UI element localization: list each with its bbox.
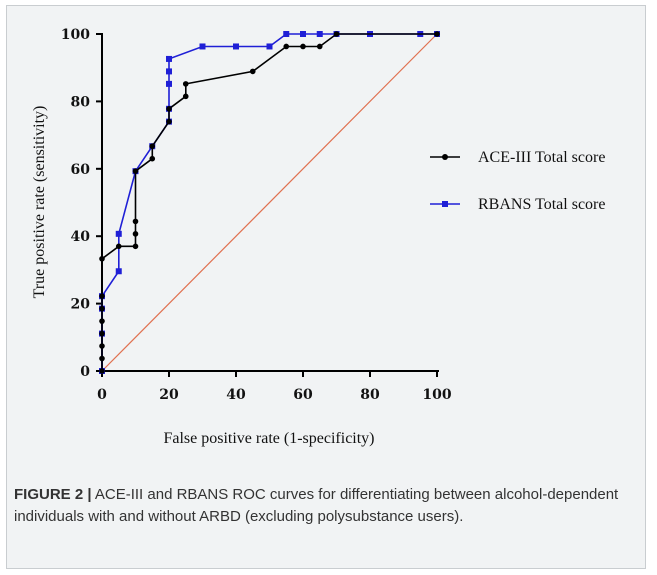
ace-point-marker — [132, 168, 139, 174]
ace-point-marker — [99, 255, 105, 262]
ace-point-marker — [182, 93, 189, 100]
ace-point-marker — [99, 355, 105, 362]
ace-point-marker — [115, 243, 122, 250]
series-layer — [99, 31, 440, 374]
ace-point-marker — [333, 31, 340, 37]
rbans-point-marker — [300, 31, 306, 37]
ace-point-marker — [316, 43, 323, 50]
x-tick-label: 60 — [293, 387, 313, 403]
y-tick-label: 40 — [71, 229, 91, 245]
x-tick-label: 20 — [159, 387, 179, 403]
figure-panel — [6, 5, 646, 569]
ace-point-marker — [132, 218, 139, 225]
caption-label: FIGURE 2 | — [14, 486, 92, 503]
rbans-point-marker — [115, 230, 122, 237]
ace-point-marker — [283, 43, 290, 50]
ace-point-marker — [99, 343, 105, 349]
ace-point-marker — [132, 231, 139, 237]
ace-point-marker — [166, 106, 172, 112]
y-axis-label: True positive rate (sensitivity) — [31, 106, 48, 299]
y-tick-label: 80 — [71, 94, 91, 110]
ace-point-marker — [99, 330, 105, 337]
legend-marker-square — [442, 201, 448, 207]
rbans-point-marker — [199, 43, 206, 50]
reference-diagonal-line — [101, 33, 438, 372]
rbans-point-marker — [266, 43, 273, 50]
ace-point-marker — [300, 43, 306, 50]
ace-point-marker — [166, 118, 172, 125]
x-tick-label: 0 — [97, 387, 107, 403]
rbans-point-marker — [233, 43, 239, 50]
ace-point-marker — [99, 305, 105, 312]
x-tick-label: 80 — [360, 387, 380, 403]
legend-marker-circle — [442, 154, 448, 160]
ace-point-marker — [149, 143, 156, 150]
ace-point-marker — [99, 318, 105, 324]
legend-label: RBANS Total score — [478, 196, 605, 213]
rbans-point-marker — [115, 268, 122, 275]
ace-point-marker — [249, 68, 256, 75]
ace-point-marker — [99, 293, 105, 299]
y-tick-label: 0 — [80, 364, 90, 380]
rbans-point-marker — [166, 80, 172, 87]
rbans-point-marker — [316, 31, 323, 37]
ace-point-marker — [182, 81, 189, 87]
figure-caption: FIGURE 2 | ACE-III and RBANS ROC curves … — [14, 484, 634, 528]
ace-point-marker — [99, 368, 105, 374]
legend-label: ACE-III Total score — [478, 149, 605, 166]
ace-point-marker — [132, 243, 139, 250]
caption-text: ACE-III and RBANS ROC curves for differe… — [14, 486, 619, 525]
x-tick-label: 100 — [422, 387, 451, 403]
rbans-point-marker — [166, 68, 172, 75]
x-tick-label: 40 — [226, 387, 246, 403]
rbans-point-marker — [166, 55, 172, 62]
y-tick-label: 20 — [71, 297, 91, 313]
ace-point-marker — [149, 155, 156, 162]
rbans-point-marker — [283, 31, 290, 37]
ace-point-marker — [434, 31, 440, 37]
legend: ACE-III Total score RBANS Total score — [430, 149, 605, 213]
y-tick-label: 100 — [61, 27, 90, 43]
x-axis-label: False positive rate (1-specificity) — [163, 430, 374, 447]
y-tick-label: 60 — [71, 162, 91, 178]
